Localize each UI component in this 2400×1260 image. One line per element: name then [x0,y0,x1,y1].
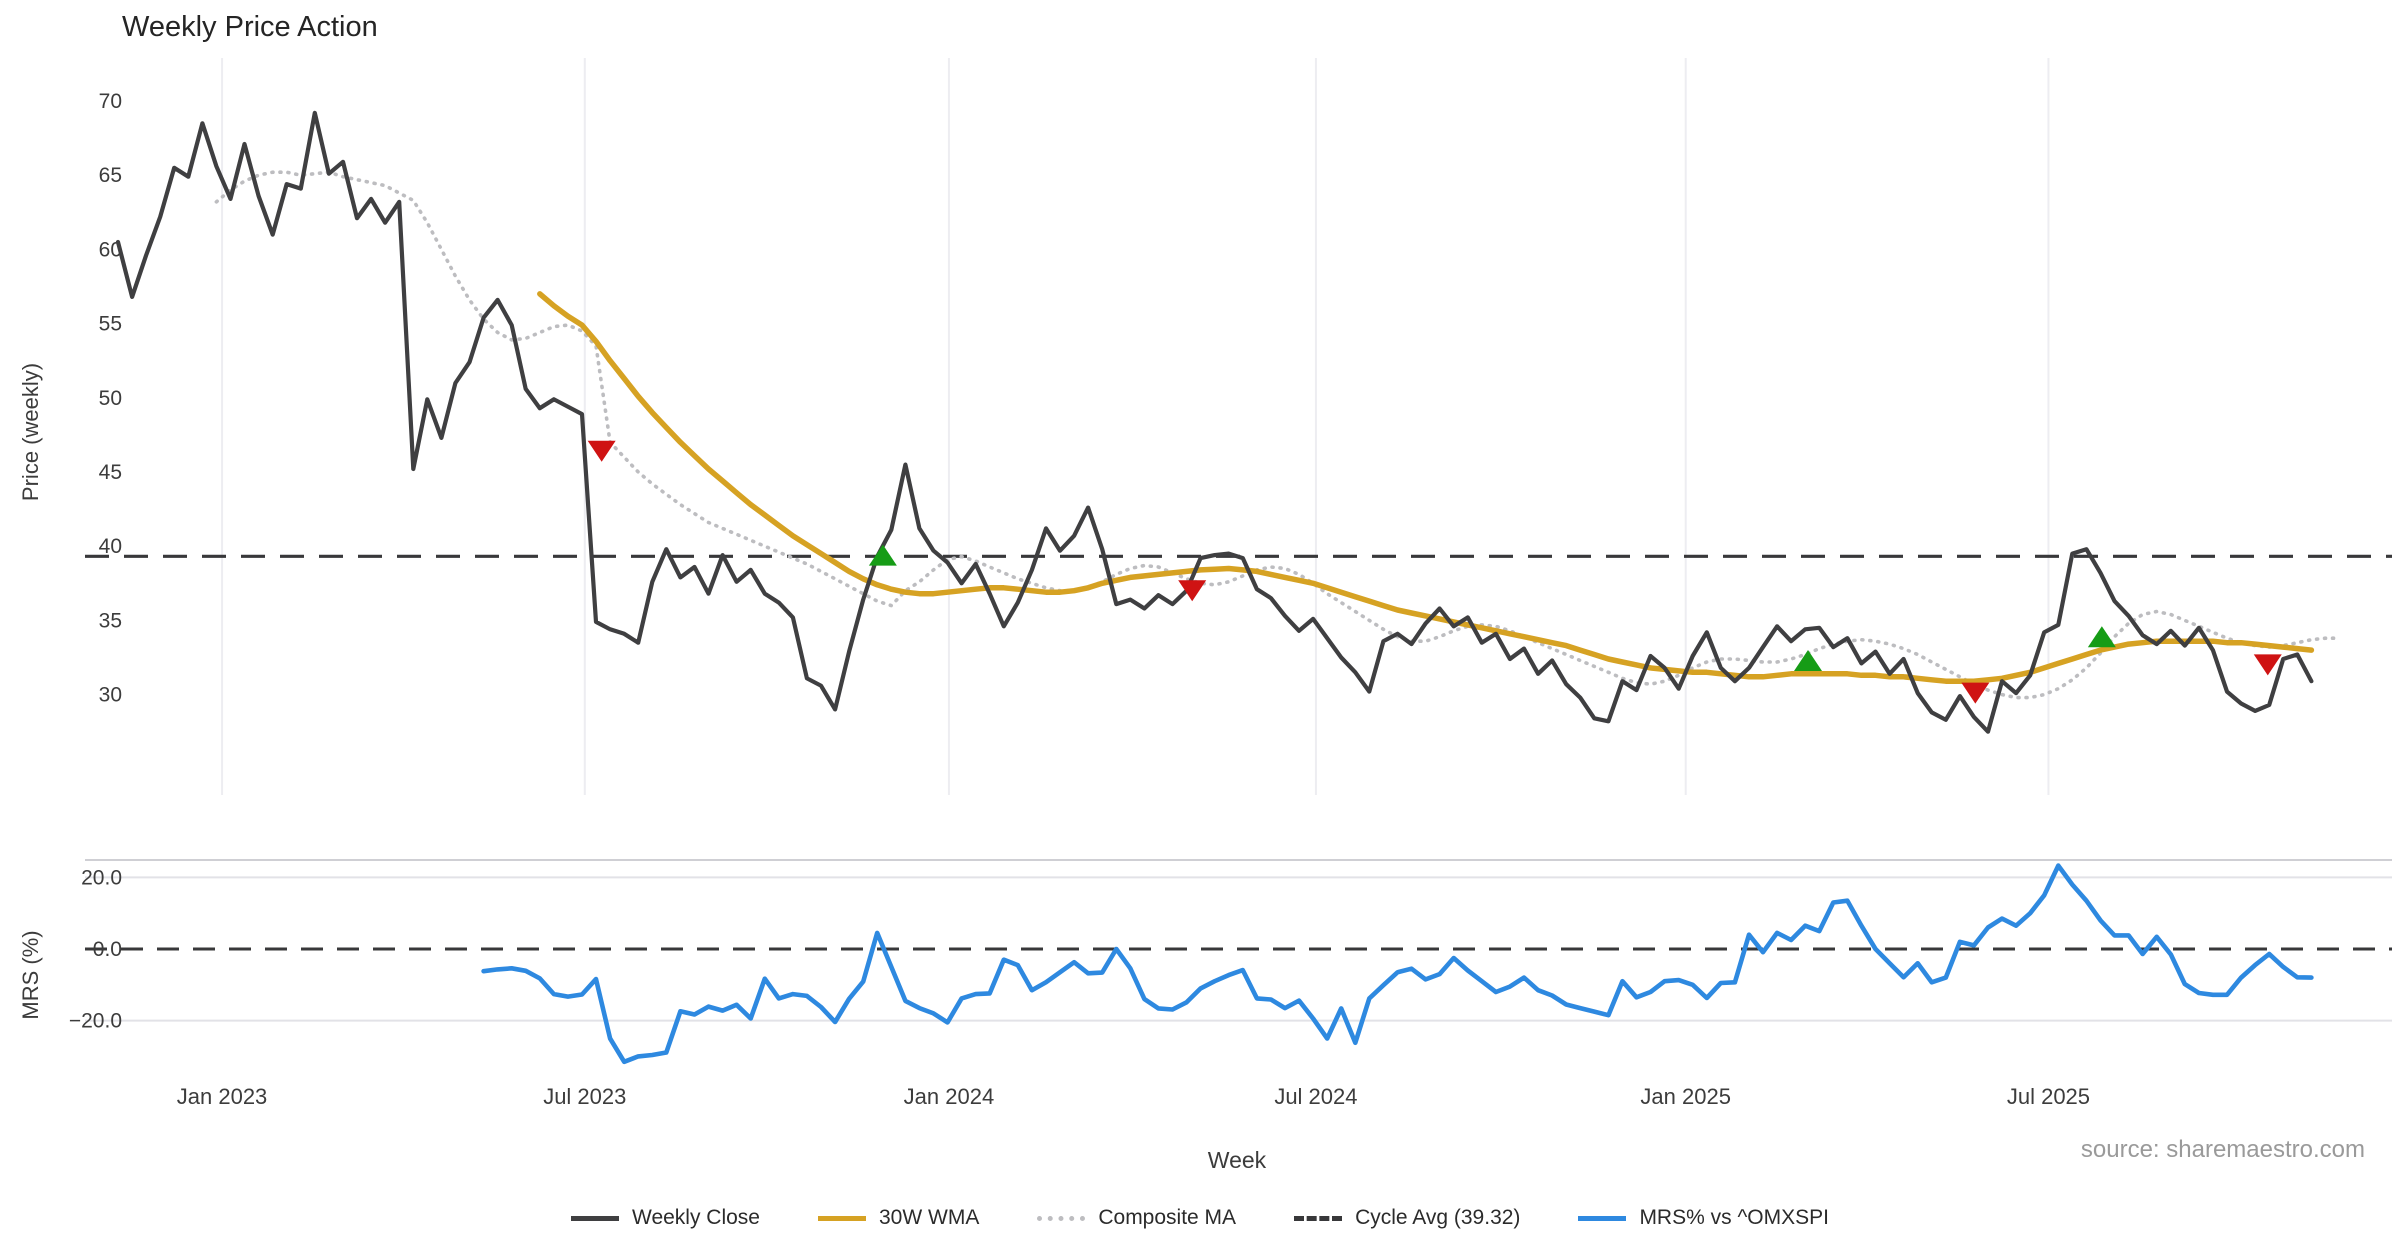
price-tick-label: 55 [99,313,122,336]
sell-signal-marker [587,440,616,462]
mrs-plot-gridlines [85,859,2392,1022]
price-tick-label: 65 [99,164,122,187]
mrs-tick-label: 0.0 [93,938,122,961]
week-tick-label: Jan 2023 [177,1084,268,1109]
legend-item-composite-ma[interactable]: Composite MA [1037,1206,1236,1230]
legend-item-weekly-close[interactable]: Weekly Close [571,1206,760,1230]
legend-label: MRS% vs ^OMXSPI [1639,1206,1829,1229]
price-series-lines [85,110,2392,734]
price-tick-label: 50 [99,387,122,410]
legend-swatch [1578,1215,1627,1221]
mrs-axis-label: MRS (%) [18,930,43,1019]
source-attribution: source: sharemaestro.com [2081,1136,2365,1163]
buy-signal-marker [1794,649,1823,671]
mrs-tick-label: −20.0 [69,1010,122,1033]
composite-ma-line [214,170,2342,700]
mrs-line [481,863,2314,1065]
legend-swatch [1037,1215,1086,1221]
legend-label: Composite MA [1098,1206,1237,1229]
mrs-axis-ticks: 20.0 0.0 −20.0 [69,866,122,1032]
week-tick-label: Jul 2023 [543,1084,626,1109]
buy-signal-marker [868,544,897,566]
sell-signal-marker [2253,654,2282,676]
price-axis-label: Price (weekly) [18,363,43,501]
chart-title: Weekly Price Action [122,11,378,43]
legend-item-mrs-vs-omxspi[interactable]: MRS% vs ^OMXSPI [1578,1206,1829,1230]
chart-legend: Weekly Close 30W WMA Composite MA Cycle Avg… [0,1206,2400,1230]
legend-label: 30W WMA [879,1206,980,1229]
price-tick-label: 70 [99,90,122,113]
week-axis-label: Week [1208,1147,1267,1173]
wma-line [537,291,2315,684]
mrs-tick-label: 20.0 [81,866,122,889]
price-tick-label: 45 [99,461,122,484]
mrs-series-line [481,863,2314,1065]
sell-signal-marker [1961,682,1990,704]
legend-swatch [1294,1215,1343,1221]
main-plot-gridlines [221,58,2050,795]
week-tick-label: Jan 2025 [1640,1084,1731,1109]
price-tick-label: 40 [99,535,122,558]
week-tick-label: Jul 2025 [2007,1084,2090,1109]
sell-signal-marker [1178,580,1207,602]
legend-item-cycle-avg-39-32-[interactable]: Cycle Avg (39.32) [1294,1206,1520,1230]
week-tick-label: Jan 2024 [904,1084,995,1109]
price-tick-label: 35 [99,609,122,632]
week-tick-label: Jul 2024 [1274,1084,1357,1109]
price-tick-label: 60 [99,238,122,261]
legend-swatch [818,1215,866,1221]
legend-label: Weekly Close [632,1206,760,1229]
price-axis-ticks: 70 65 60 55 50 45 40 35 30 [99,90,122,707]
legend-swatch [571,1215,619,1221]
legend-item-30w-wma[interactable]: 30W WMA [818,1206,979,1230]
weekly-close-line [115,110,2314,734]
signal-markers [587,440,2282,704]
week-axis-ticks: Jan 2023 Jul 2023 Jan 2024 Jul 2024 Jan 2025… [177,1084,2090,1109]
price-tick-label: 30 [99,684,122,707]
buy-signal-marker [2087,626,2116,648]
legend-label: Cycle Avg (39.32) [1355,1206,1521,1229]
